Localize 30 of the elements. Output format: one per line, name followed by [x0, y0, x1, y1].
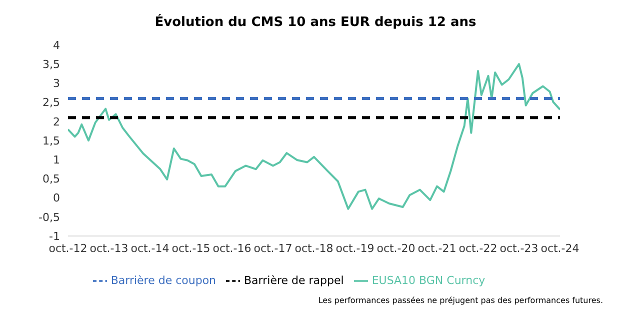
y-tick-label: 3	[53, 77, 60, 90]
x-tick-label: oct.-24	[540, 242, 580, 255]
x-tick-label: oct.-18	[294, 242, 334, 255]
y-tick-label: 4	[53, 38, 60, 52]
legend-label: EUSA10 BGN Curncy	[372, 274, 486, 288]
y-tick-label: -1	[49, 230, 60, 243]
x-tick-label: oct.-16	[212, 242, 252, 255]
x-tick-label: oct.-19	[336, 242, 374, 255]
x-tick-label: oct.-20	[376, 242, 416, 255]
line-series	[68, 63, 560, 210]
y-tick-label: 3,5	[42, 58, 60, 72]
x-tick-label: oct.-22	[458, 242, 498, 255]
x-tick-label: oct.-12	[48, 242, 88, 255]
y-tick-label: 2	[53, 115, 60, 128]
x-tick-label: oct.-15	[172, 242, 210, 255]
legend-label: Barrière de coupon	[110, 274, 216, 288]
y-tick-label: 1	[53, 154, 60, 167]
chart-title: Évolution du CMS 10 ans EUR depuis 12 ans	[154, 13, 478, 32]
x-tick-label: oct.-17	[254, 242, 292, 255]
legend-label: Barrière de rappel	[244, 274, 344, 288]
y-tick-label: 0	[53, 192, 60, 205]
x-tick-label: oct.-13	[90, 242, 128, 255]
y-tick-label: -0,5	[38, 210, 60, 224]
y-tick-label: 1,5	[42, 134, 60, 148]
y-tick-label: 0,5	[42, 172, 60, 186]
x-tick-label: oct.-21	[418, 242, 456, 255]
text: Les performances passées ne préjugent pas des performances futures.	[317, 296, 603, 305]
x-tick-label: oct.-14	[130, 242, 170, 255]
y-tick-label: 2,5	[42, 96, 60, 110]
x-tick-label: oct.-23	[500, 242, 538, 255]
